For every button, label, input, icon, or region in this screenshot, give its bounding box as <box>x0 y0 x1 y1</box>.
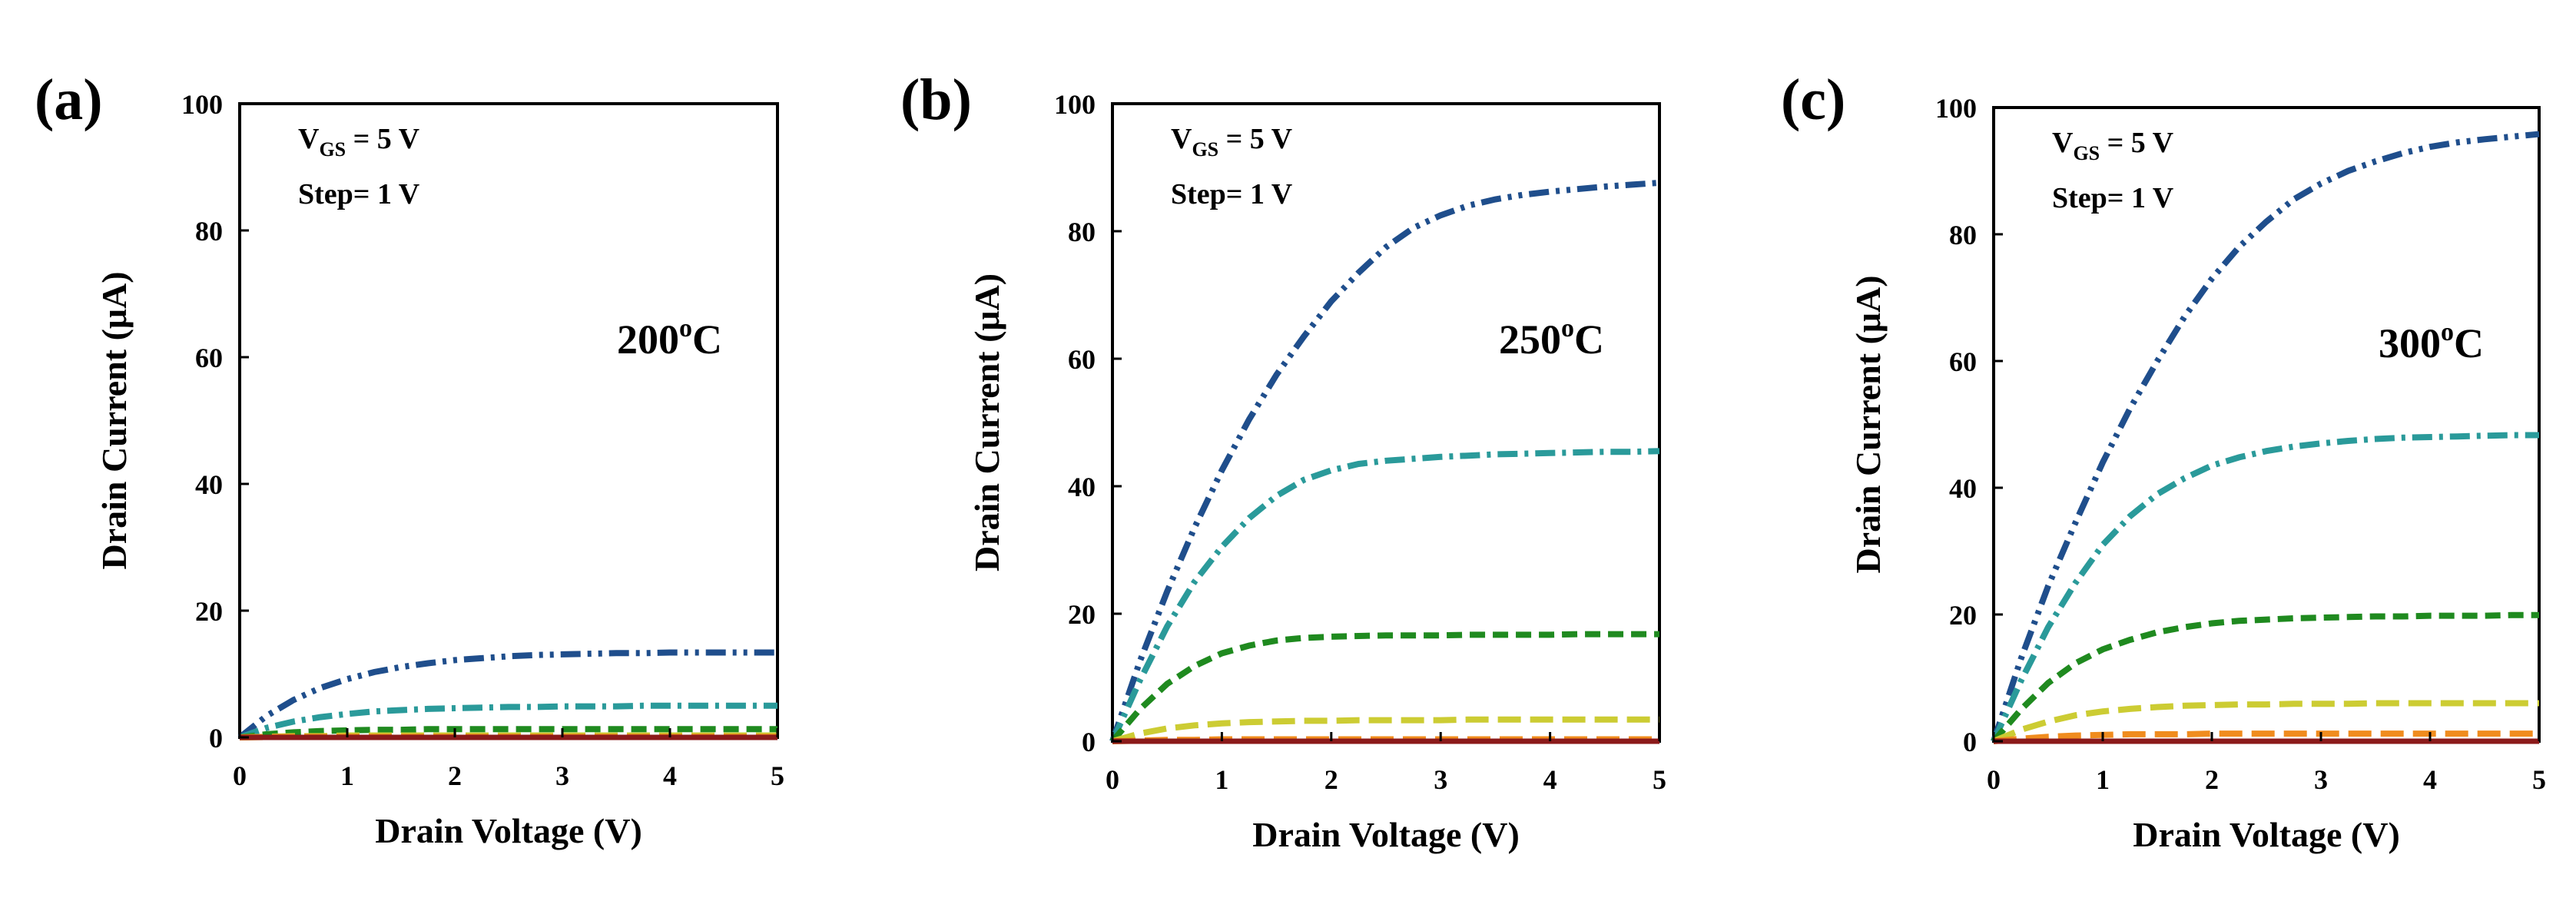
temperature-label: 200oC <box>617 314 722 363</box>
temperature-unit: C <box>1574 316 1604 363</box>
series-line-vgs-3v <box>1109 631 1659 744</box>
y-axis-title: Drain Current (μA) <box>967 273 1006 571</box>
y-tick-label: 60 <box>195 343 223 373</box>
x-tick-label: 5 <box>771 760 784 791</box>
x-axis-title: Drain Voltage (V) <box>1252 815 1520 854</box>
x-tick-label: 2 <box>1324 764 1338 795</box>
vgs-annotation: VGS = 5 V <box>298 123 420 161</box>
x-axis-title: Drain Voltage (V) <box>375 811 642 850</box>
x-tick-label: 0 <box>1987 764 2001 795</box>
y-tick-label: 20 <box>195 596 223 627</box>
vgs-annotation: VGS = 5 V <box>1171 123 1293 161</box>
x-tick-label: 4 <box>2423 764 2437 795</box>
series-line-vgs-4v <box>238 702 777 740</box>
vgs-symbol: V <box>1171 123 1192 155</box>
degree-superscript: o <box>2441 318 2454 346</box>
panel-label: (c) <box>1781 68 1845 132</box>
x-tick-label: 4 <box>1543 764 1557 795</box>
y-tick-label: 60 <box>1949 346 1977 377</box>
series-line-vgs-3v <box>1991 611 2539 744</box>
x-tick-label: 3 <box>555 760 569 791</box>
y-tick-label: 100 <box>1935 93 1977 124</box>
chart-panel-2: (b) 0 20 40 60 80 100 0 1 2 3 4 5 Drain Voltage (V) Dr… <box>900 68 1666 854</box>
y-tick-label: 0 <box>1963 727 1977 757</box>
degree-superscript: o <box>1561 314 1574 343</box>
y-tick-label: 40 <box>195 469 223 500</box>
y-tick-label: 40 <box>1949 473 1977 504</box>
temperature-unit: C <box>692 316 722 363</box>
x-tick-label: 0 <box>233 760 247 791</box>
degree-superscript: o <box>679 314 692 343</box>
y-tick-label: 60 <box>1068 344 1096 375</box>
x-tick-label: 2 <box>448 760 462 791</box>
y-tick-label: 40 <box>1068 472 1096 502</box>
series-line-vgs-5v <box>1109 179 1660 743</box>
x-tick-label: 0 <box>1106 764 1119 795</box>
y-tick-label: 20 <box>1949 600 1977 631</box>
temperature-label: 250oC <box>1499 314 1604 363</box>
x-tick-label: 2 <box>2205 764 2219 795</box>
series-line-vgs-1v <box>1993 730 2539 744</box>
x-tick-label: 5 <box>2532 764 2546 795</box>
temperature-value: 300 <box>2379 320 2441 366</box>
x-tick-label: 1 <box>2096 764 2110 795</box>
y-tick-label: 80 <box>195 216 223 247</box>
y-tick-label: 0 <box>209 723 223 754</box>
vgs-subscript: GS <box>1192 138 1218 161</box>
y-tick-label: 100 <box>181 89 223 120</box>
vgs-annotation: VGS = 5 V <box>2052 127 2174 164</box>
temperature-label: 300oC <box>2379 318 2484 366</box>
temperature-unit: C <box>2454 320 2484 366</box>
x-tick-label: 4 <box>663 760 677 791</box>
temperature-value: 200 <box>617 316 679 363</box>
chart-panel-3: (c) 0 20 40 60 80 100 0 1 2 3 4 5 Drain Voltage (V) Dr… <box>1781 68 2546 854</box>
vgs-symbol: V <box>2052 127 2074 159</box>
vgs-subscript: GS <box>2073 142 2100 164</box>
y-tick-label: 80 <box>1949 220 1977 250</box>
series-line-vgs-3v <box>239 726 777 740</box>
series-line-vgs-5v <box>1991 131 2540 743</box>
step-annotation: Step= 1 V <box>298 178 420 210</box>
y-tick-label: 80 <box>1068 217 1096 247</box>
vgs-value: = 5 V <box>1218 123 1292 155</box>
vgs-value: = 5 V <box>346 123 419 155</box>
y-tick-label: 0 <box>1082 727 1096 757</box>
temperature-value: 250 <box>1499 316 1561 363</box>
x-tick-label: 1 <box>340 760 354 791</box>
y-axis-title: Drain Current (μA) <box>94 271 134 569</box>
y-axis-title: Drain Current (μA) <box>1848 275 1888 573</box>
series-line-vgs-2v <box>1992 700 2539 744</box>
x-tick-label: 1 <box>1215 764 1228 795</box>
x-tick-label: 5 <box>1653 764 1666 795</box>
chart-panel-1: (a) 0 20 40 60 80 100 0 1 2 3 4 5 Drain Voltage (V) Dr… <box>35 68 784 850</box>
vgs-value: = 5 V <box>2100 127 2173 159</box>
series-line-vgs-2v <box>1111 716 1659 744</box>
x-axis-title: Drain Voltage (V) <box>2133 815 2400 854</box>
series-line-vgs-4v <box>1109 448 1660 743</box>
x-tick-label: 3 <box>2314 764 2328 795</box>
y-tick-label: 20 <box>1068 599 1096 630</box>
x-tick-label: 3 <box>1434 764 1447 795</box>
series-line-vgs-4v <box>1991 432 2539 743</box>
step-annotation: Step= 1 V <box>1171 178 1293 210</box>
series-line-vgs-5v <box>237 649 777 740</box>
panel-label: (b) <box>900 68 972 132</box>
panel-label: (a) <box>35 68 103 132</box>
y-tick-label: 100 <box>1054 89 1096 120</box>
step-annotation: Step= 1 V <box>2052 182 2174 214</box>
vgs-symbol: V <box>298 123 320 155</box>
vgs-subscript: GS <box>319 138 346 161</box>
